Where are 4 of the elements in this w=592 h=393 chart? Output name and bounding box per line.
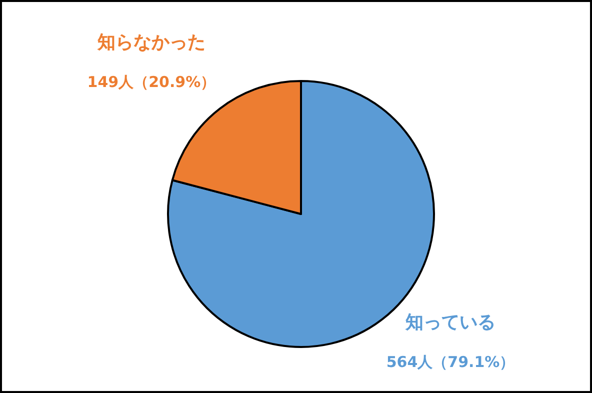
- data-label: 149人（20.9%）: [87, 73, 216, 91]
- slice-label: 知らなかった: [96, 32, 206, 53]
- slice-label: 知っている: [404, 312, 496, 333]
- data-label: 564人（79.1%）: [386, 353, 515, 371]
